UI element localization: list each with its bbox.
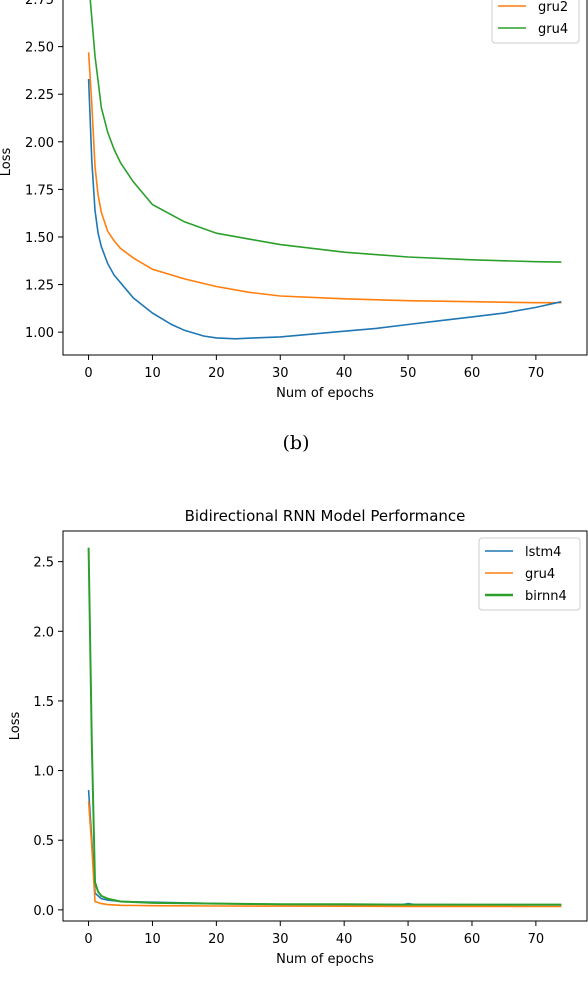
x-axis-label: Num of epochs bbox=[276, 386, 374, 401]
legend-label-birnn4: birnn4 bbox=[525, 589, 567, 604]
series-line-series-2 bbox=[87, 78, 562, 340]
legend-label-gru4: gru4 bbox=[525, 567, 555, 582]
x-tick-label: 60 bbox=[464, 932, 481, 947]
x-axis-label: Num of epochs bbox=[276, 952, 374, 967]
legend-label-gru2: gru2 bbox=[538, 0, 568, 15]
x-tick-label: 30 bbox=[272, 366, 289, 381]
bottom-chart: Bidirectional RNN Model Performance 0 10 20… bbox=[8, 507, 588, 967]
y-tick-label: 1.50 bbox=[25, 231, 54, 246]
y-tick-label: 0.0 bbox=[33, 904, 54, 919]
x-tick-label: 0 bbox=[84, 366, 92, 381]
x-tick-label: 50 bbox=[400, 932, 417, 947]
y-tick-label: 1.75 bbox=[25, 183, 54, 198]
plot-frame bbox=[62, 530, 588, 922]
x-tick-label: 10 bbox=[144, 366, 161, 381]
series-line-lstm4 bbox=[87, 790, 562, 906]
x-tick-label: 60 bbox=[464, 366, 481, 381]
series-line-gru4 bbox=[89, 0, 562, 263]
y-tick-label: 2.00 bbox=[25, 136, 54, 151]
x-tick-label: 40 bbox=[336, 366, 353, 381]
y-axis-label: Loss bbox=[8, 712, 23, 741]
x-tick-label: 70 bbox=[528, 932, 545, 947]
x-tick-label: 40 bbox=[336, 932, 353, 947]
y-tick-label: 1.0 bbox=[33, 765, 54, 780]
x-tick-label: 10 bbox=[144, 932, 161, 947]
legend-label-gru4: gru4 bbox=[538, 22, 568, 37]
y-tick-label: 2.25 bbox=[25, 88, 54, 103]
y-tick-label: 2.0 bbox=[33, 625, 54, 640]
series-line-gru4 bbox=[87, 801, 562, 908]
top-chart: 0 10 20 30 40 50 60 70 1.00 1.25 1.50 1.75 2.00 2.25 2… bbox=[0, 0, 588, 401]
x-tick-label: 50 bbox=[400, 366, 417, 381]
y-tick-label: 2.5 bbox=[33, 556, 54, 571]
y-axis-label: Loss bbox=[0, 148, 14, 177]
plot-frame bbox=[62, 0, 588, 356]
y-tick-label: 2.50 bbox=[25, 41, 54, 56]
y-tick-label: 1.00 bbox=[25, 326, 54, 341]
x-tick-label: 30 bbox=[272, 932, 289, 947]
series-line-gru2 bbox=[87, 52, 562, 304]
chart-title: Bidirectional RNN Model Performance bbox=[185, 507, 466, 525]
x-tick-label: 20 bbox=[208, 932, 225, 947]
top-panel-caption: (b) bbox=[283, 432, 310, 454]
series-line-birnn4 bbox=[87, 547, 562, 906]
legend-label-lstm4: lstm4 bbox=[525, 545, 561, 560]
y-tick-label: 1.5 bbox=[33, 695, 54, 710]
legend-box bbox=[491, 0, 580, 44]
y-tick-label: 2.75 bbox=[25, 0, 54, 8]
legend-box bbox=[478, 537, 581, 611]
x-tick-label: 20 bbox=[208, 366, 225, 381]
y-tick-label: 1.25 bbox=[25, 279, 54, 294]
x-tick-label: 0 bbox=[84, 932, 92, 947]
y-tick-label: 0.5 bbox=[33, 834, 54, 849]
x-tick-label: 70 bbox=[528, 366, 545, 381]
